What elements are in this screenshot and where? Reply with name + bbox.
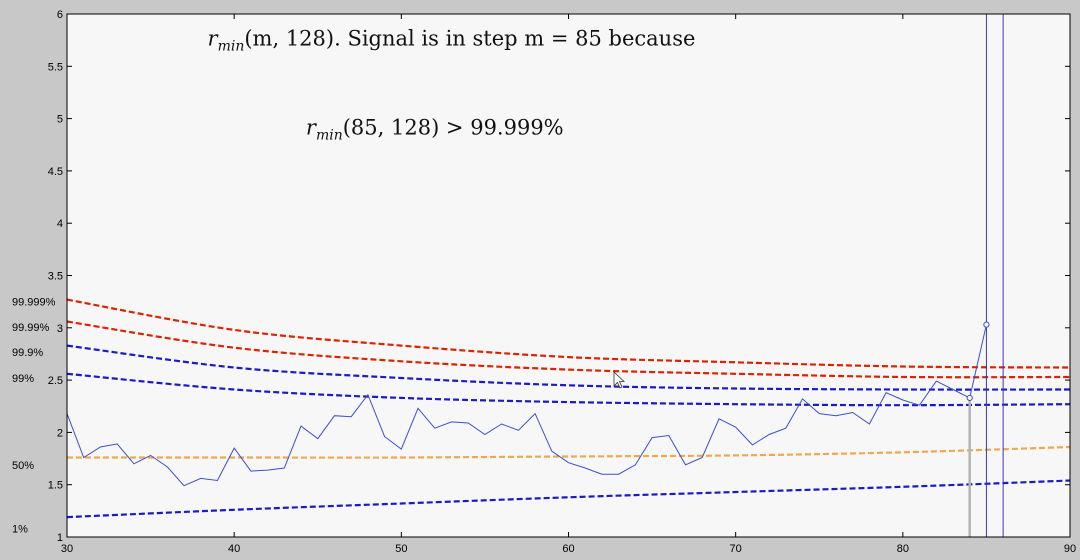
y-tick-label-10: 6 <box>57 9 63 21</box>
y-tick-label-0: 1 <box>57 532 63 544</box>
data-markers <box>966 321 990 401</box>
threshold-curve-0 <box>66 298 1071 369</box>
series-lines <box>66 324 987 487</box>
x-tick-label-1: 40 <box>228 543 240 555</box>
annotations: rmin(m, 128). Signal is in step m = 85 b… <box>208 26 696 143</box>
vertical-lines <box>968 14 1004 537</box>
x-tick-label-4: 70 <box>730 543 742 555</box>
annotation-line1: rmin(m, 128). Signal is in step m = 85 b… <box>208 26 696 54</box>
y-tick-label-4: 3 <box>57 323 63 335</box>
threshold-curve-5 <box>66 479 1071 519</box>
percentile-label-3: 99% <box>12 373 34 385</box>
threshold-curve-3 <box>66 372 1071 407</box>
plot-background <box>67 14 1070 537</box>
percentile-label-4: 50% <box>12 460 34 472</box>
y-tick-label-8: 5 <box>57 114 63 126</box>
percentile-label-5: 1% <box>12 524 28 536</box>
y-tick-label-6: 4 <box>57 218 63 230</box>
y-tick-label-2: 2 <box>57 427 63 439</box>
y-tick-label-9: 5.5 <box>48 61 63 73</box>
data-marker-1 <box>983 321 990 328</box>
mouse-cursor-icon <box>613 371 626 389</box>
threshold-curve-2 <box>66 344 1071 391</box>
annotation-line2: rmin(85, 128) > 99.999% <box>306 115 564 143</box>
x-tick-label-0: 30 <box>61 543 73 555</box>
axes: 30 40 50 60 70 80 90 1 1.5 2 2.5 3 3.5 4 4.5 5 5.5 6 <box>48 9 1076 555</box>
y-tick-label-1: 1.5 <box>48 480 63 492</box>
x-tick-label-3: 60 <box>562 543 574 555</box>
percentile-label-1: 99.99% <box>12 322 50 334</box>
x-tick-label-5: 80 <box>897 543 909 555</box>
threshold-curve-4 <box>67 445 1071 459</box>
y-tick-label-5: 3.5 <box>48 271 63 283</box>
y-tick-label-3: 2.5 <box>48 375 63 387</box>
percentile-label-0: 99.999% <box>12 297 56 309</box>
y-tick-label-7: 4.5 <box>48 166 63 178</box>
percentile-labels: 99.999% 99.99% 99.9% 99% 50% 1% <box>12 297 56 536</box>
percentile-label-2: 99.9% <box>12 347 43 359</box>
threshold-curves <box>66 298 1071 519</box>
x-tick-label-2: 50 <box>395 543 407 555</box>
series-line-0 <box>66 324 987 487</box>
data-marker-0 <box>966 394 973 401</box>
threshold-curve-1 <box>66 320 1071 379</box>
x-tick-label-6: 90 <box>1064 543 1076 555</box>
